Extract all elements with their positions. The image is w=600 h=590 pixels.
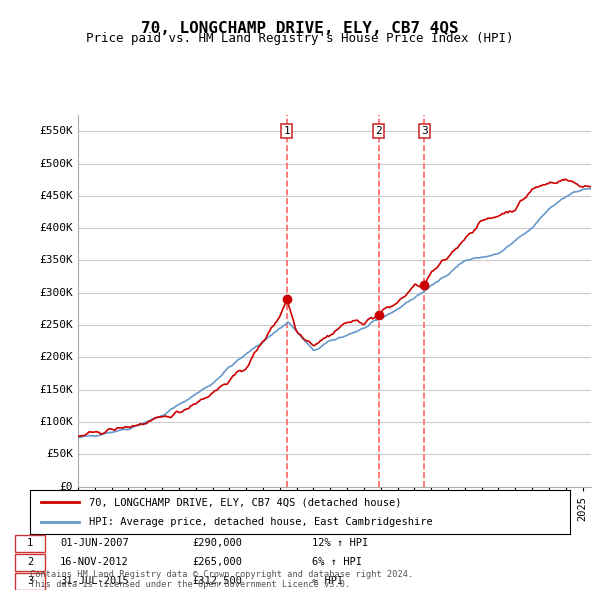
Text: HPI: Average price, detached house, East Cambridgeshire: HPI: Average price, detached house, East… xyxy=(89,517,433,526)
Text: £550K: £550K xyxy=(39,126,73,136)
Text: 16-NOV-2012: 16-NOV-2012 xyxy=(60,558,129,568)
Text: Price paid vs. HM Land Registry's House Price Index (HPI): Price paid vs. HM Land Registry's House … xyxy=(86,32,514,45)
Text: £150K: £150K xyxy=(39,385,73,395)
Text: 3: 3 xyxy=(27,576,33,586)
Text: £100K: £100K xyxy=(39,417,73,427)
Text: £312,500: £312,500 xyxy=(192,576,242,586)
Text: 1: 1 xyxy=(27,538,33,548)
Text: 01-JUN-2007: 01-JUN-2007 xyxy=(60,538,129,548)
Text: 2: 2 xyxy=(376,126,382,136)
FancyBboxPatch shape xyxy=(15,573,45,590)
Text: £350K: £350K xyxy=(39,255,73,266)
Text: 2: 2 xyxy=(27,558,33,568)
Text: ≈ HPI: ≈ HPI xyxy=(312,576,343,586)
Text: £290,000: £290,000 xyxy=(192,538,242,548)
Text: 3: 3 xyxy=(421,126,428,136)
Text: 70, LONGCHAMP DRIVE, ELY, CB7 4QS (detached house): 70, LONGCHAMP DRIVE, ELY, CB7 4QS (detac… xyxy=(89,497,402,507)
Text: 70, LONGCHAMP DRIVE, ELY, CB7 4QS: 70, LONGCHAMP DRIVE, ELY, CB7 4QS xyxy=(141,21,459,35)
Text: Contains HM Land Registry data © Crown copyright and database right 2024.
This d: Contains HM Land Registry data © Crown c… xyxy=(30,570,413,589)
Text: £300K: £300K xyxy=(39,288,73,298)
Text: 1: 1 xyxy=(284,126,290,136)
Text: £450K: £450K xyxy=(39,191,73,201)
Text: 12% ↑ HPI: 12% ↑ HPI xyxy=(312,538,368,548)
Text: £265,000: £265,000 xyxy=(192,558,242,568)
Text: £200K: £200K xyxy=(39,352,73,362)
FancyBboxPatch shape xyxy=(15,554,45,571)
Text: £0: £0 xyxy=(59,482,73,491)
Text: £250K: £250K xyxy=(39,320,73,330)
Text: £50K: £50K xyxy=(46,450,73,460)
Text: 6% ↑ HPI: 6% ↑ HPI xyxy=(312,558,362,568)
Text: 31-JUL-2015: 31-JUL-2015 xyxy=(60,576,129,586)
Text: £400K: £400K xyxy=(39,223,73,233)
Text: £500K: £500K xyxy=(39,159,73,169)
FancyBboxPatch shape xyxy=(15,535,45,552)
